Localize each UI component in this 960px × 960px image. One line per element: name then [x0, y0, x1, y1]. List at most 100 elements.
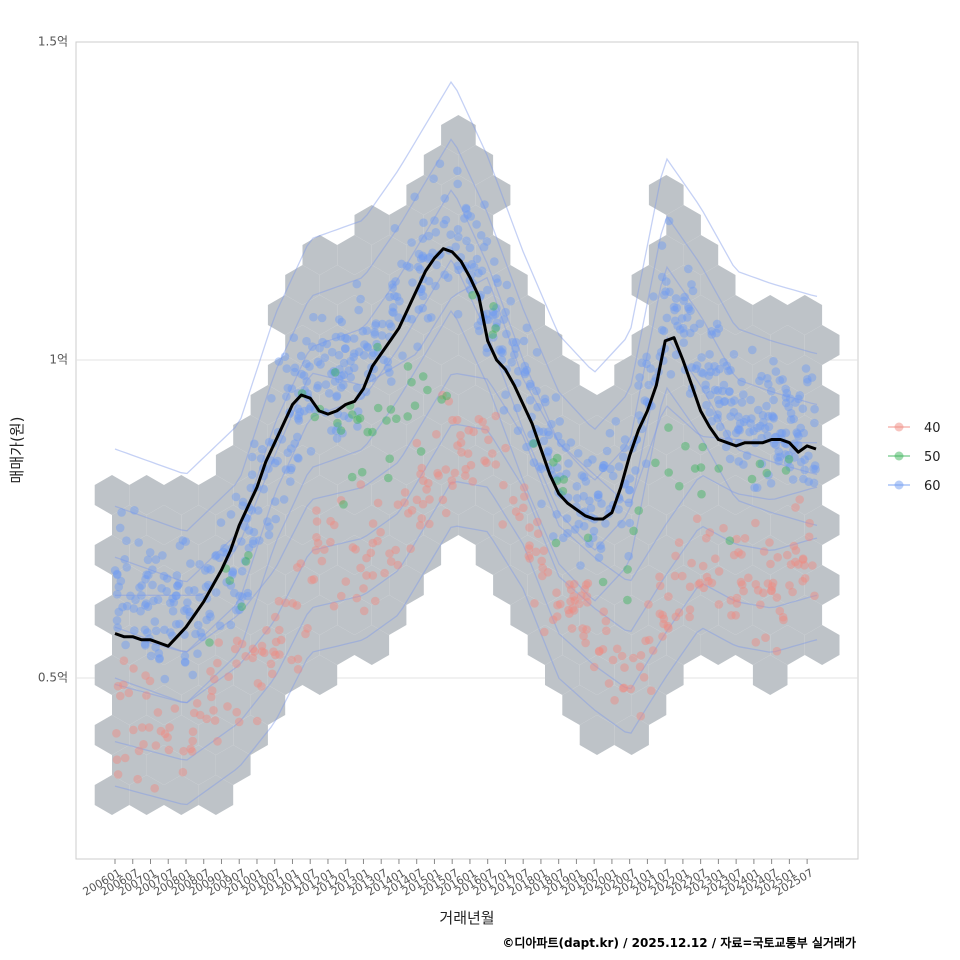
point-60	[390, 291, 399, 301]
point-40	[368, 519, 378, 528]
point-40	[119, 656, 129, 665]
point-60	[769, 395, 778, 405]
point-60	[203, 564, 213, 573]
point-40	[566, 597, 575, 606]
point-60	[642, 352, 651, 362]
legend-label-40: 40	[924, 421, 941, 436]
point-60	[236, 599, 245, 608]
hexbin-cell	[804, 445, 840, 485]
point-60	[273, 456, 282, 466]
hexbin-cell	[648, 655, 684, 695]
point-40	[582, 592, 592, 601]
point-60	[414, 249, 424, 259]
point-60	[271, 514, 281, 524]
hexbin-cell	[198, 655, 234, 695]
point-40	[187, 747, 197, 756]
point-60	[734, 457, 743, 466]
hexbin-cell	[354, 205, 390, 245]
point-50	[347, 472, 357, 482]
hexbin-cell	[371, 355, 407, 395]
point-40	[113, 770, 123, 779]
point-60	[113, 570, 122, 580]
point-50	[373, 403, 383, 413]
point-40	[252, 716, 262, 726]
point-60	[810, 404, 819, 414]
point-60	[155, 654, 164, 663]
point-60	[657, 325, 667, 335]
point-60	[270, 458, 280, 468]
point-60	[280, 352, 290, 362]
x-axis-title: 거래년월	[439, 909, 494, 927]
point-50	[331, 368, 340, 377]
point-60	[769, 356, 778, 366]
point-60	[785, 462, 795, 472]
hexbin-cell	[146, 505, 182, 545]
point-60	[624, 551, 633, 561]
point-60	[116, 576, 126, 586]
point-60	[784, 450, 793, 460]
point-60	[231, 492, 241, 502]
point-40	[617, 651, 627, 661]
point-40	[313, 538, 323, 548]
hexbin-cell	[493, 325, 528, 365]
point-40	[137, 723, 147, 732]
point-60	[339, 358, 349, 368]
point-60	[244, 526, 254, 535]
point-40	[687, 558, 696, 568]
point-40	[391, 545, 401, 555]
point-60	[641, 459, 651, 469]
point-60	[502, 329, 511, 339]
point-60	[467, 260, 477, 269]
point-60	[389, 308, 398, 318]
point-40	[404, 509, 413, 518]
point-60	[206, 565, 215, 574]
hexbin-cell	[804, 505, 840, 545]
point-40	[356, 563, 365, 573]
point-60	[439, 219, 449, 229]
point-50	[437, 395, 446, 404]
point-60	[722, 361, 732, 371]
point-50	[333, 418, 342, 428]
point-50	[664, 423, 673, 432]
point-40	[124, 688, 134, 698]
point-60	[775, 376, 785, 385]
hexbin-cell	[614, 355, 649, 395]
point-60	[589, 526, 599, 536]
point-60	[513, 403, 522, 413]
point-60	[394, 313, 403, 322]
point-60	[460, 214, 469, 223]
point-60	[763, 431, 772, 441]
point-60	[151, 626, 161, 636]
point-60	[465, 243, 475, 253]
point-40	[540, 627, 549, 637]
density-contour	[114, 189, 818, 583]
point-60	[114, 582, 124, 592]
point-60	[719, 357, 728, 367]
point-50	[353, 415, 362, 425]
legend-item-50: 50	[888, 450, 941, 465]
hexbin-cell	[354, 445, 390, 485]
point-40	[329, 601, 339, 611]
point-60	[145, 548, 155, 557]
point-60	[248, 539, 258, 549]
point-60	[502, 280, 512, 290]
hexbin-cell	[700, 505, 736, 545]
point-60	[121, 640, 130, 650]
point-40	[307, 575, 317, 585]
hexbin-cell	[371, 235, 407, 275]
point-40	[786, 560, 796, 569]
point-50	[551, 538, 561, 548]
hexbin-cell	[545, 595, 580, 635]
point-60	[339, 411, 349, 421]
hexbin-cell	[631, 565, 667, 605]
hexbin-cell	[597, 685, 632, 725]
hexbin-cell	[302, 415, 338, 455]
hexbin-cell	[683, 535, 719, 575]
hexbin-cell	[700, 325, 736, 365]
point-60	[293, 432, 302, 442]
point-60	[286, 477, 295, 486]
point-60	[800, 465, 809, 475]
point-40	[678, 571, 687, 581]
point-60	[701, 380, 710, 390]
hexbin-cell	[804, 565, 840, 605]
